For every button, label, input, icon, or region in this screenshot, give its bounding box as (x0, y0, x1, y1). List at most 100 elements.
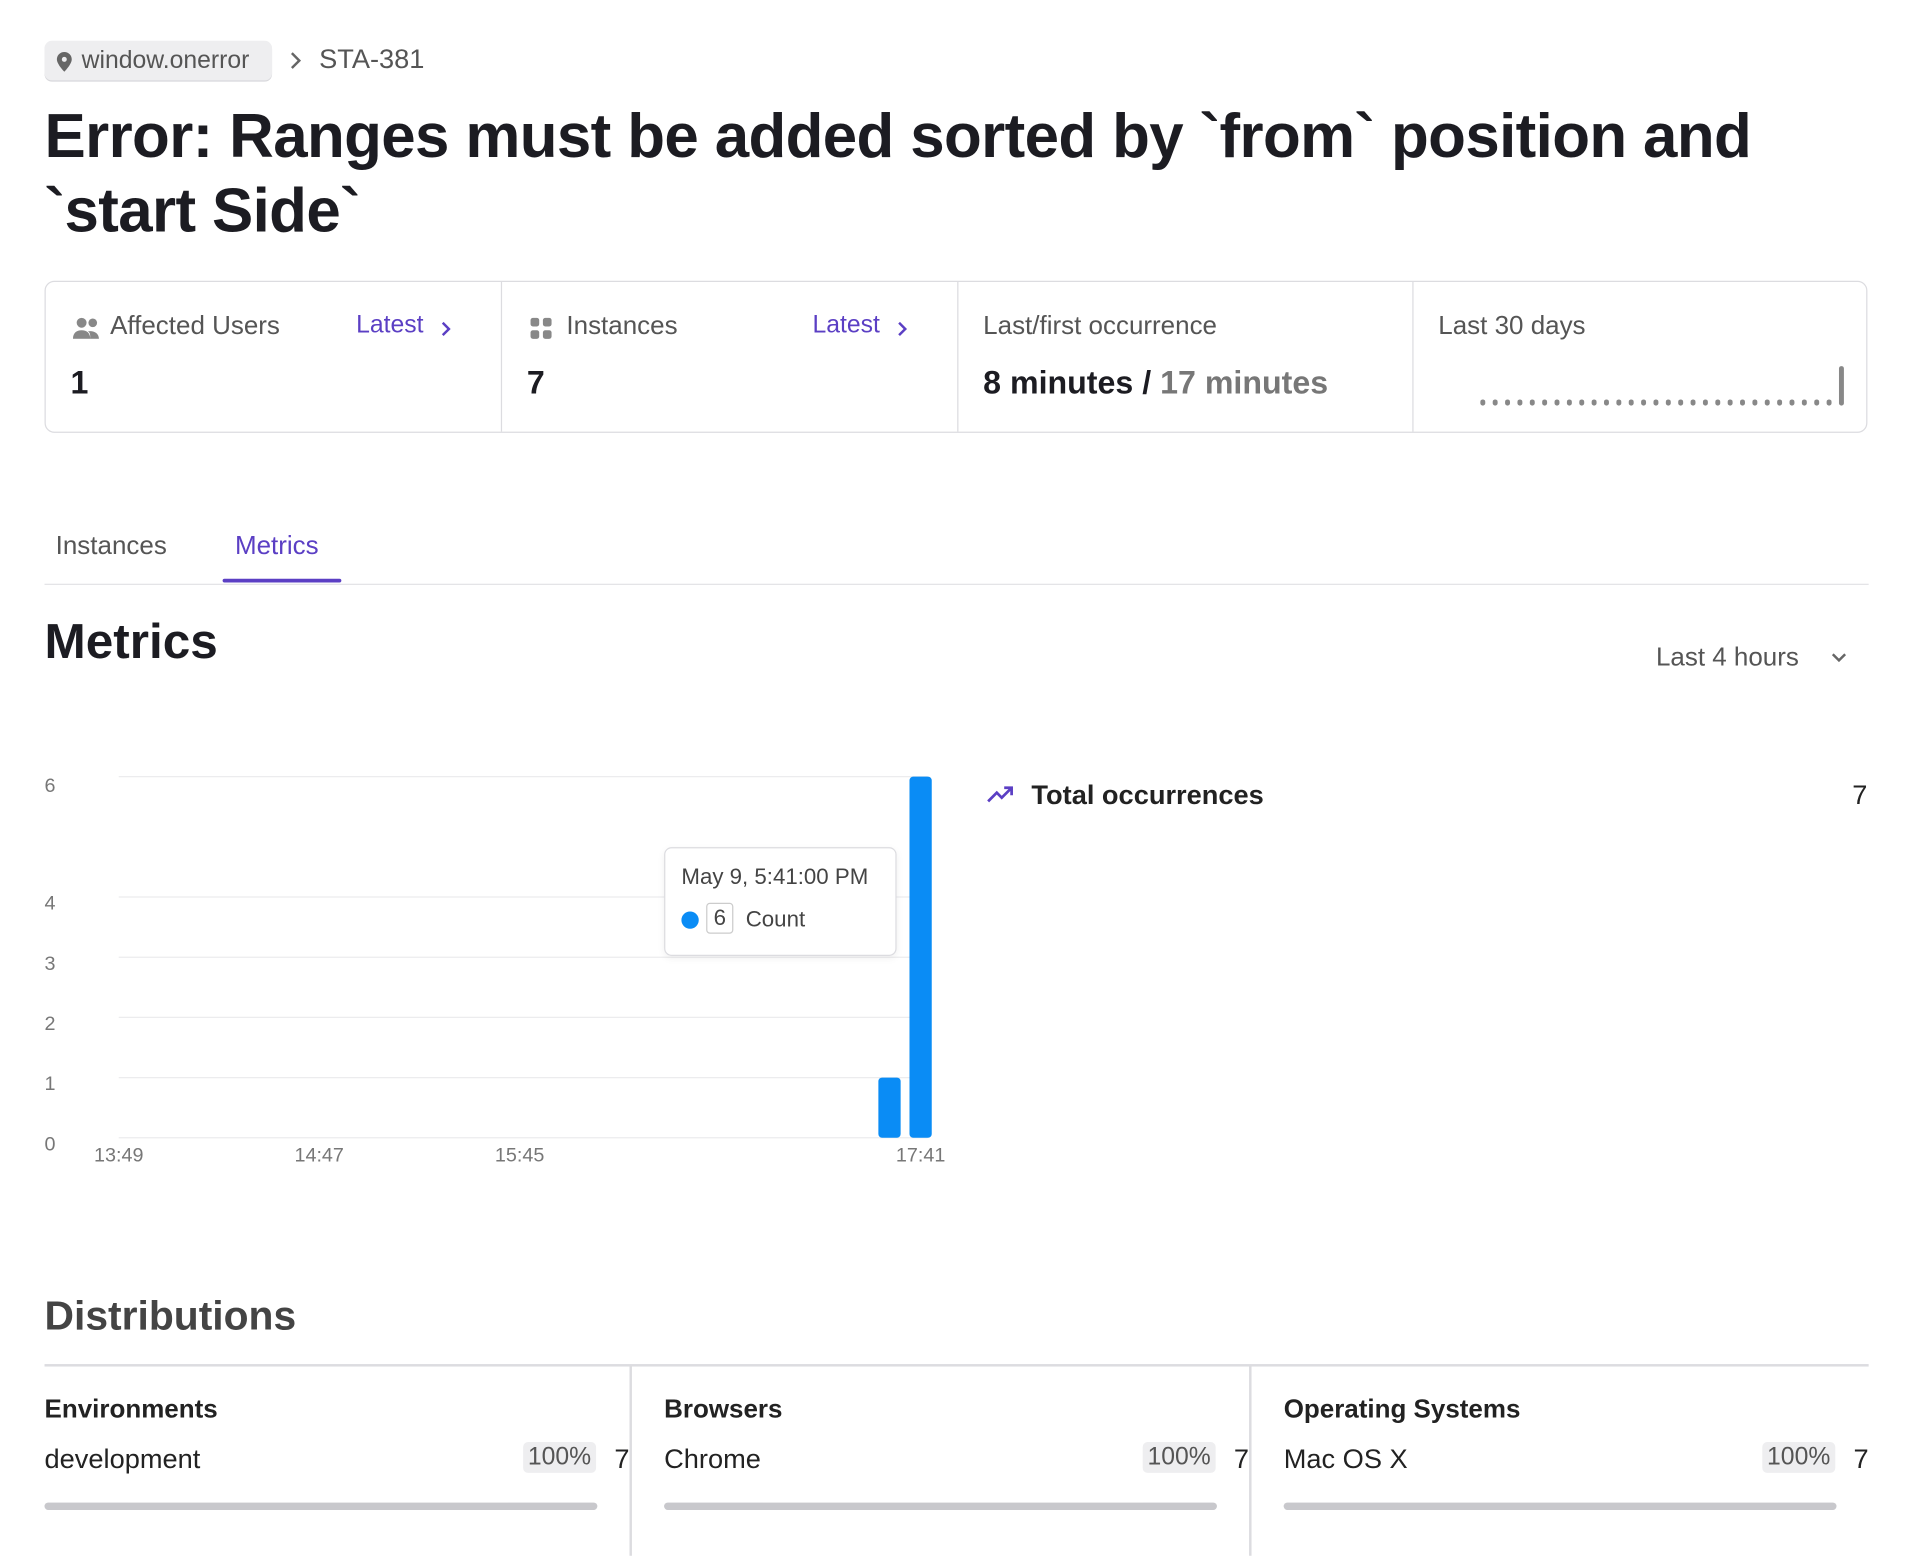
spark-bar (1740, 399, 1745, 406)
spark-bar (1727, 399, 1733, 406)
stat-value: 1 (70, 363, 89, 401)
link-chevron (898, 321, 908, 337)
stat-value: 8 minutes / 17 minutes (983, 364, 1328, 402)
chart-tooltip: May 9, 5:41:00 PM 6 Count (664, 847, 897, 956)
stat-occurrence: Last/first occurrence 8 minutes / 17 min… (957, 281, 1413, 432)
spark-bar (1826, 399, 1832, 406)
spark-bar (1752, 399, 1758, 406)
breadcrumb-id[interactable]: STA-381 (319, 43, 425, 75)
x-tick-label: 14:47 (294, 1145, 343, 1167)
tab-underline (222, 578, 342, 583)
x-tick-label: 15:45 (495, 1145, 544, 1167)
y-tick-label: 6 (45, 775, 56, 797)
distribution-column: Environments development 100% 7 (44, 1365, 630, 1555)
percent-track (1283, 1502, 1837, 1511)
grid-icon (530, 317, 552, 339)
y-tick-label: 1 (45, 1073, 56, 1095)
y-tick-label: 0 (45, 1133, 56, 1155)
spark-bar (1801, 399, 1807, 406)
y-tick-label: 2 (45, 1013, 56, 1035)
breadcrumb-tag-text: window.onerror (81, 46, 250, 75)
item-name: Chrome (664, 1443, 761, 1475)
latest-link[interactable]: Latest (812, 311, 880, 339)
breadcrumb-chevron (290, 52, 302, 69)
spark-bar (1665, 399, 1671, 406)
y-tick-label: 3 (45, 953, 56, 975)
spark-bar (1715, 399, 1721, 406)
spark-bar (1566, 399, 1572, 406)
distributions-divider (44, 1364, 1869, 1366)
spark-bar (1579, 399, 1585, 406)
spark-bar (1641, 399, 1647, 406)
spark-bar (1838, 366, 1844, 406)
section-heading: Metrics (44, 614, 218, 670)
percent-bar (1283, 1502, 1837, 1511)
stat-instances: Instances Latest 7 (500, 281, 957, 432)
spark-bar (1492, 399, 1498, 406)
spark-bar (1554, 399, 1560, 406)
item-count: 7 (614, 1443, 630, 1475)
percent-track (664, 1502, 1217, 1511)
page-title: Error: Ranges must be added sorted by `f… (44, 101, 1752, 245)
spark-bar (1678, 399, 1684, 406)
stat-value: 7 (526, 363, 545, 401)
stat-label: Last/first occurrence (983, 311, 1218, 341)
users-icon (72, 317, 99, 339)
range-select[interactable]: Last 4 hours (1655, 643, 1799, 672)
group-title: Environments (44, 1394, 218, 1424)
total-label: Total occurrences (1031, 779, 1264, 811)
metrics-chart: 0 1 2 3 4 6 13:49 14:47 15:45 17:41 (45, 775, 946, 1167)
spark-bar (1789, 399, 1795, 406)
tooltip-value: 6 (706, 902, 734, 934)
column-divider (629, 1365, 632, 1556)
spark-bar (1777, 399, 1783, 406)
distribution-column: Browsers Chrome 100% 7 (664, 1365, 1249, 1555)
item-name: Mac OS X (1283, 1443, 1408, 1475)
stat-users: Affected Users Latest 1 (46, 282, 501, 432)
last-occurrence: 8 minutes (983, 363, 1134, 401)
spark-bar (1814, 399, 1820, 406)
column-divider (1249, 1365, 1251, 1556)
spark-bar (1690, 399, 1696, 406)
bar (878, 1077, 901, 1138)
breadcrumb-tag[interactable]: window.onerror (44, 40, 273, 81)
item-count: 7 (1853, 1443, 1869, 1475)
spark-bar (1653, 399, 1659, 406)
distributions-heading: Distributions (44, 1292, 297, 1339)
spark-bar (1702, 399, 1708, 406)
item-name: development (44, 1443, 201, 1475)
distribution-column: Operating Systems Mac OS X 100% 7 (1283, 1365, 1869, 1555)
spark-bar (1628, 399, 1634, 406)
link-chevron (441, 321, 451, 337)
stat-trend: Last 30 days (1412, 281, 1867, 432)
group-title: Operating Systems (1283, 1394, 1521, 1424)
total-value: 7 (1852, 779, 1868, 811)
stat-label: Instances (566, 311, 678, 341)
item-percent: 100% (1762, 1441, 1836, 1473)
latest-link[interactable]: Latest (356, 311, 424, 339)
first-occurrence: 17 minutes (1160, 363, 1329, 401)
pin-icon (56, 51, 72, 72)
bar (909, 776, 932, 1138)
x-tick-label: 13:49 (94, 1145, 143, 1167)
tooltip-label: Count (745, 906, 806, 932)
item-percent: 100% (522, 1441, 597, 1473)
select-chevron (1831, 653, 1847, 663)
item-percent: 100% (1142, 1441, 1216, 1473)
x-tick-label: 17:41 (896, 1145, 945, 1167)
y-tick-label: 4 (45, 893, 56, 915)
stats-box: Affected Users Latest 1 Instances Latest… (44, 280, 1868, 433)
spark-bar (1604, 399, 1609, 406)
tab-active[interactable]: Metrics (234, 531, 319, 561)
tooltip-title: May 9, 5:41:00 PM (681, 864, 869, 890)
tab[interactable]: Instances (55, 531, 167, 561)
item-count: 7 (1233, 1443, 1250, 1475)
spark-bar (1591, 399, 1597, 406)
percent-track (44, 1502, 598, 1511)
spark-bar (1480, 399, 1486, 406)
stat-label: Affected Users (110, 311, 280, 341)
spark-bar (1616, 399, 1622, 406)
spark-bar (1529, 399, 1535, 406)
